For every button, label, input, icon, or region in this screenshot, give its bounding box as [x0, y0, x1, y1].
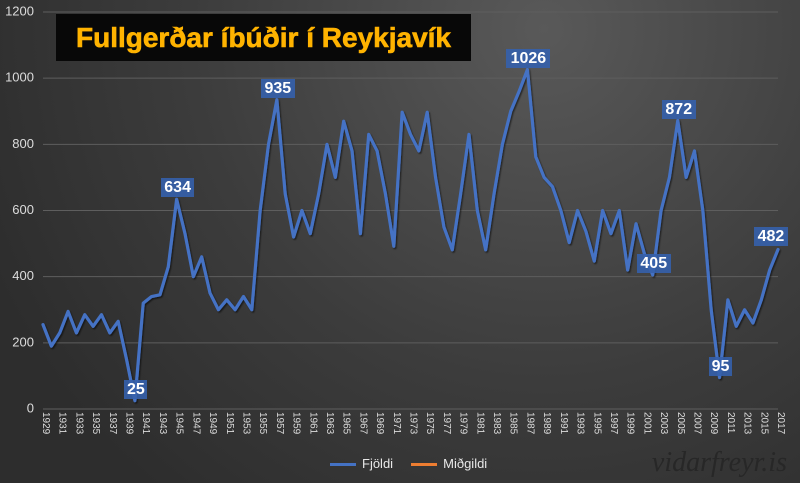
svg-text:1999: 1999	[625, 412, 636, 435]
svg-text:1985: 1985	[508, 412, 519, 435]
svg-text:1933: 1933	[73, 412, 84, 435]
svg-text:1951: 1951	[224, 412, 235, 435]
svg-text:1963: 1963	[324, 412, 335, 435]
svg-text:2013: 2013	[742, 412, 753, 435]
svg-text:1935: 1935	[90, 412, 101, 435]
svg-text:1941: 1941	[140, 412, 151, 435]
svg-text:1929: 1929	[40, 412, 51, 435]
svg-text:1983: 1983	[491, 412, 502, 435]
svg-text:1995: 1995	[591, 412, 602, 435]
svg-text:1949: 1949	[207, 412, 218, 435]
svg-text:200: 200	[12, 334, 34, 349]
svg-text:1975: 1975	[424, 412, 435, 435]
svg-text:1993: 1993	[575, 412, 586, 435]
svg-text:2015: 2015	[758, 412, 769, 435]
svg-text:1000: 1000	[5, 70, 34, 85]
svg-text:1959: 1959	[291, 412, 302, 435]
svg-text:1961: 1961	[307, 412, 318, 435]
svg-text:1981: 1981	[474, 412, 485, 435]
svg-text:600: 600	[12, 202, 34, 217]
svg-text:1955: 1955	[257, 412, 268, 435]
svg-text:1965: 1965	[341, 412, 352, 435]
svg-text:1947: 1947	[190, 412, 201, 435]
svg-text:1957: 1957	[274, 412, 285, 435]
svg-text:1977: 1977	[441, 412, 452, 435]
svg-text:1987: 1987	[524, 412, 535, 435]
svg-text:2003: 2003	[658, 412, 669, 435]
svg-text:1967: 1967	[357, 412, 368, 435]
svg-text:1937: 1937	[107, 412, 118, 435]
svg-text:800: 800	[12, 136, 34, 151]
svg-text:1200: 1200	[5, 3, 34, 18]
svg-text:0: 0	[27, 400, 34, 415]
svg-text:400: 400	[12, 268, 34, 283]
svg-text:2007: 2007	[691, 412, 702, 435]
svg-text:1969: 1969	[374, 412, 385, 435]
svg-text:2005: 2005	[675, 412, 686, 435]
svg-text:2017: 2017	[775, 412, 786, 435]
svg-text:1973: 1973	[408, 412, 419, 435]
svg-text:1945: 1945	[174, 412, 185, 435]
svg-text:1989: 1989	[541, 412, 552, 435]
svg-text:2011: 2011	[725, 412, 736, 434]
svg-text:1971: 1971	[391, 412, 402, 435]
svg-text:1931: 1931	[57, 412, 68, 435]
svg-text:1939: 1939	[124, 412, 135, 435]
svg-text:1979: 1979	[458, 412, 469, 435]
svg-text:1943: 1943	[157, 412, 168, 435]
svg-text:2001: 2001	[641, 412, 652, 435]
svg-text:1953: 1953	[240, 412, 251, 435]
svg-text:2009: 2009	[708, 412, 719, 435]
svg-text:1991: 1991	[558, 412, 569, 435]
svg-text:1997: 1997	[608, 412, 619, 435]
